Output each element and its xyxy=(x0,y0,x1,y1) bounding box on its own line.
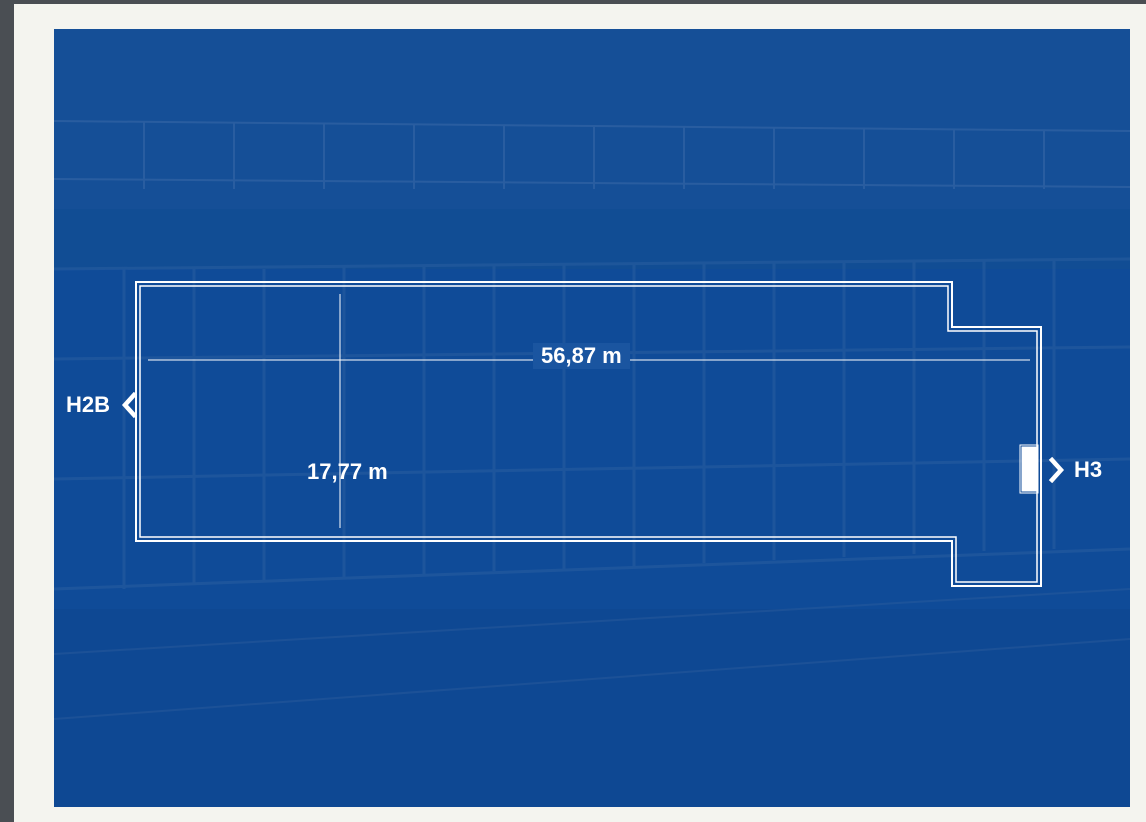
depth-dimension-label: 17,77 m xyxy=(307,459,388,484)
exit-left: H2B xyxy=(66,392,138,418)
exit-left-label: H2B xyxy=(66,392,111,417)
exit-right: H3 xyxy=(1048,457,1102,483)
exit-door-right xyxy=(1021,446,1037,492)
exit-right-label: H3 xyxy=(1074,457,1103,482)
hall-plan-panel: 56,87 m 17,77 m H2B H3 xyxy=(54,29,1130,807)
background-building-photo xyxy=(54,29,1130,807)
chevron-left-icon xyxy=(121,392,138,418)
hall-floor-plan xyxy=(135,281,1042,587)
width-dimension-label: 56,87 m xyxy=(533,343,630,369)
hall-outline-outer xyxy=(135,281,1042,587)
photo-frame: 56,87 m 17,77 m H2B H3 xyxy=(14,4,1146,822)
hall-outline-inner xyxy=(139,285,1038,583)
chevron-right-icon xyxy=(1048,457,1065,483)
